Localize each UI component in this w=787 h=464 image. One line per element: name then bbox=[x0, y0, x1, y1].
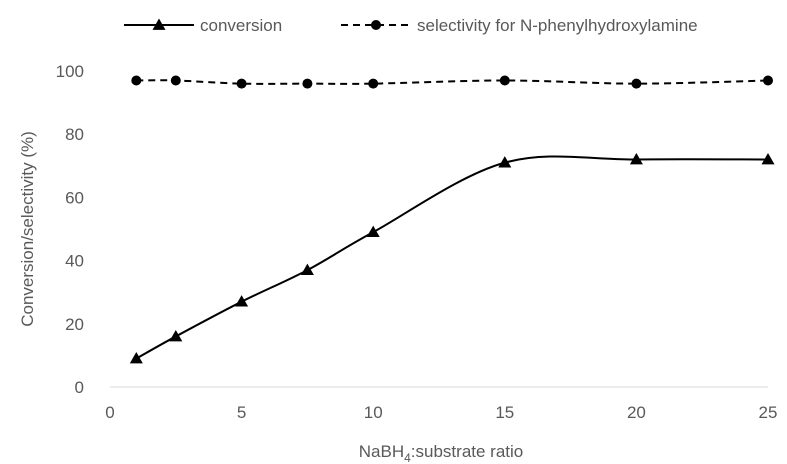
x-tick-label: 20 bbox=[627, 403, 646, 422]
x-axis-title: NaBH4:substrate ratio bbox=[359, 442, 524, 464]
y-tick-label: 0 bbox=[75, 378, 84, 397]
x-tick-label: 15 bbox=[495, 403, 514, 422]
x-tick-label: 0 bbox=[105, 403, 114, 422]
data-point-triangle bbox=[629, 152, 643, 165]
series-triangle bbox=[129, 152, 775, 364]
data-point-circle bbox=[368, 78, 379, 89]
data-point-triangle bbox=[498, 156, 512, 168]
x-tick-label: 25 bbox=[759, 403, 778, 422]
legend-item: conversion bbox=[124, 16, 282, 35]
legend-label: selectivity for N-phenylhydroxylamine bbox=[417, 16, 698, 35]
data-point-circle bbox=[236, 78, 247, 89]
legend-marker-circle bbox=[371, 20, 381, 30]
y-tick-label: 60 bbox=[65, 188, 84, 207]
data-point-circle bbox=[499, 75, 510, 86]
y-tick-label: 100 bbox=[56, 62, 84, 81]
legend-item: selectivity for N-phenylhydroxylamine bbox=[341, 16, 698, 35]
y-tick-label: 20 bbox=[65, 315, 84, 334]
legend-label: conversion bbox=[200, 16, 282, 35]
x-axis-title-prefix: NaBH bbox=[359, 442, 404, 461]
data-point-circle bbox=[170, 75, 181, 86]
data-point-circle bbox=[131, 75, 142, 86]
y-axis-title: Conversion/selectivity (%) bbox=[18, 131, 37, 327]
x-axis-ticks: 0 5 10 15 20 25 bbox=[105, 403, 777, 422]
data-point-circle bbox=[763, 75, 773, 86]
x-axis-title-suffix: :substrate ratio bbox=[411, 442, 523, 461]
data-point-circle bbox=[302, 78, 313, 89]
data-point-triangle bbox=[366, 225, 380, 238]
series-layer bbox=[129, 75, 775, 364]
x-tick-label: 10 bbox=[364, 403, 383, 422]
data-point-triangle bbox=[235, 295, 249, 307]
data-point-circle bbox=[631, 78, 642, 89]
series-line bbox=[136, 79, 769, 85]
series-circle bbox=[131, 75, 773, 89]
legend: conversion selectivity for N-phenylhydrox… bbox=[124, 16, 698, 35]
legend-marker-triangle bbox=[152, 18, 166, 30]
data-point-triangle bbox=[300, 263, 314, 275]
series-line bbox=[135, 155, 769, 360]
y-axis-ticks: 0 20 40 60 80 100 bbox=[56, 62, 84, 397]
data-point-triangle bbox=[129, 352, 143, 364]
x-axis-title-subscript: 4 bbox=[404, 451, 411, 464]
data-point-triangle bbox=[169, 329, 183, 342]
data-point-triangle bbox=[761, 152, 775, 165]
y-tick-label: 40 bbox=[65, 252, 84, 271]
y-tick-label: 80 bbox=[65, 125, 84, 144]
x-tick-label: 5 bbox=[237, 403, 246, 422]
